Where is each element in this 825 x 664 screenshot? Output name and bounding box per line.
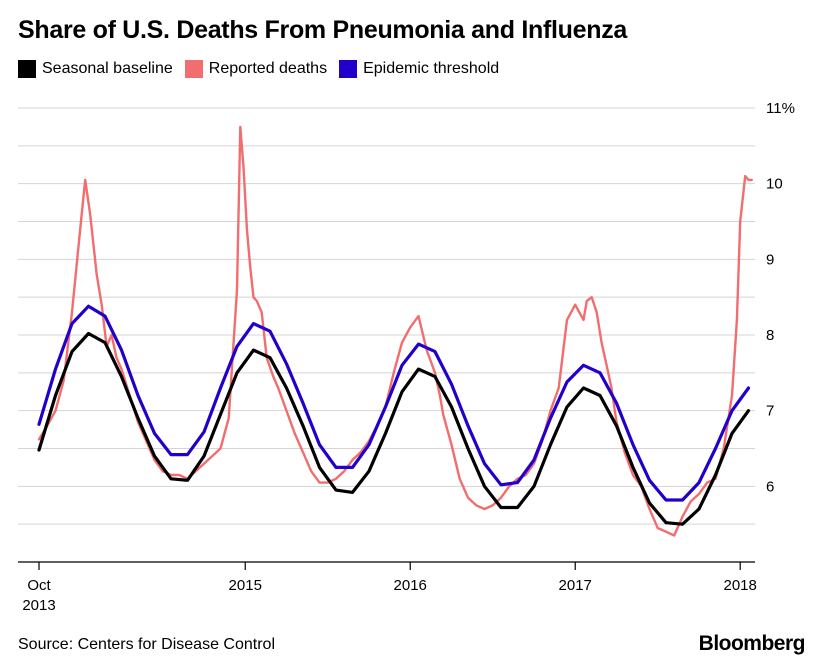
- brand-logo: Bloomberg: [698, 632, 806, 655]
- legend-swatch-reported-deaths: [184, 60, 203, 78]
- legend-item-seasonal-baseline: Seasonal baseline: [18, 60, 173, 78]
- y-tick-label: 7: [766, 403, 774, 420]
- source-note: Source: Centers for Disease Control: [18, 636, 275, 653]
- legend-swatch-seasonal-baseline: [18, 60, 36, 78]
- x-tick-label: 2018: [724, 577, 757, 594]
- legend: Seasonal baseline Reported deaths Epidem…: [18, 60, 511, 78]
- y-tick-label: 10: [766, 176, 783, 193]
- series-line-reported-deaths: [37, 125, 753, 537]
- x-tick-label: 2016: [394, 577, 427, 594]
- y-tick-label: 8: [766, 327, 774, 344]
- x-tick-label: Oct: [27, 577, 51, 594]
- legend-label-epidemic-threshold: Epidemic threshold: [363, 60, 500, 77]
- x-tick-label: 2017: [559, 577, 592, 594]
- legend-item-epidemic-threshold: Epidemic threshold: [339, 60, 499, 78]
- series-line-epidemic-threshold: [37, 304, 751, 502]
- y-tick-label: 6: [766, 478, 774, 495]
- chart-title: Share of U.S. Deaths From Pneumonia and …: [18, 16, 628, 44]
- legend-label-reported-deaths: Reported deaths: [208, 60, 328, 77]
- x-tick-label: 2015: [229, 577, 262, 594]
- legend-swatch-epidemic-threshold: [339, 60, 358, 78]
- series-line-seasonal-baseline: [37, 331, 751, 526]
- legend-label-seasonal-baseline: Seasonal baseline: [42, 60, 173, 77]
- y-tick-label: 9: [766, 251, 774, 268]
- y-tick-label: 11%: [766, 100, 795, 117]
- legend-item-reported-deaths: Reported deaths: [184, 60, 328, 78]
- x-tick-label: 2013: [22, 597, 55, 614]
